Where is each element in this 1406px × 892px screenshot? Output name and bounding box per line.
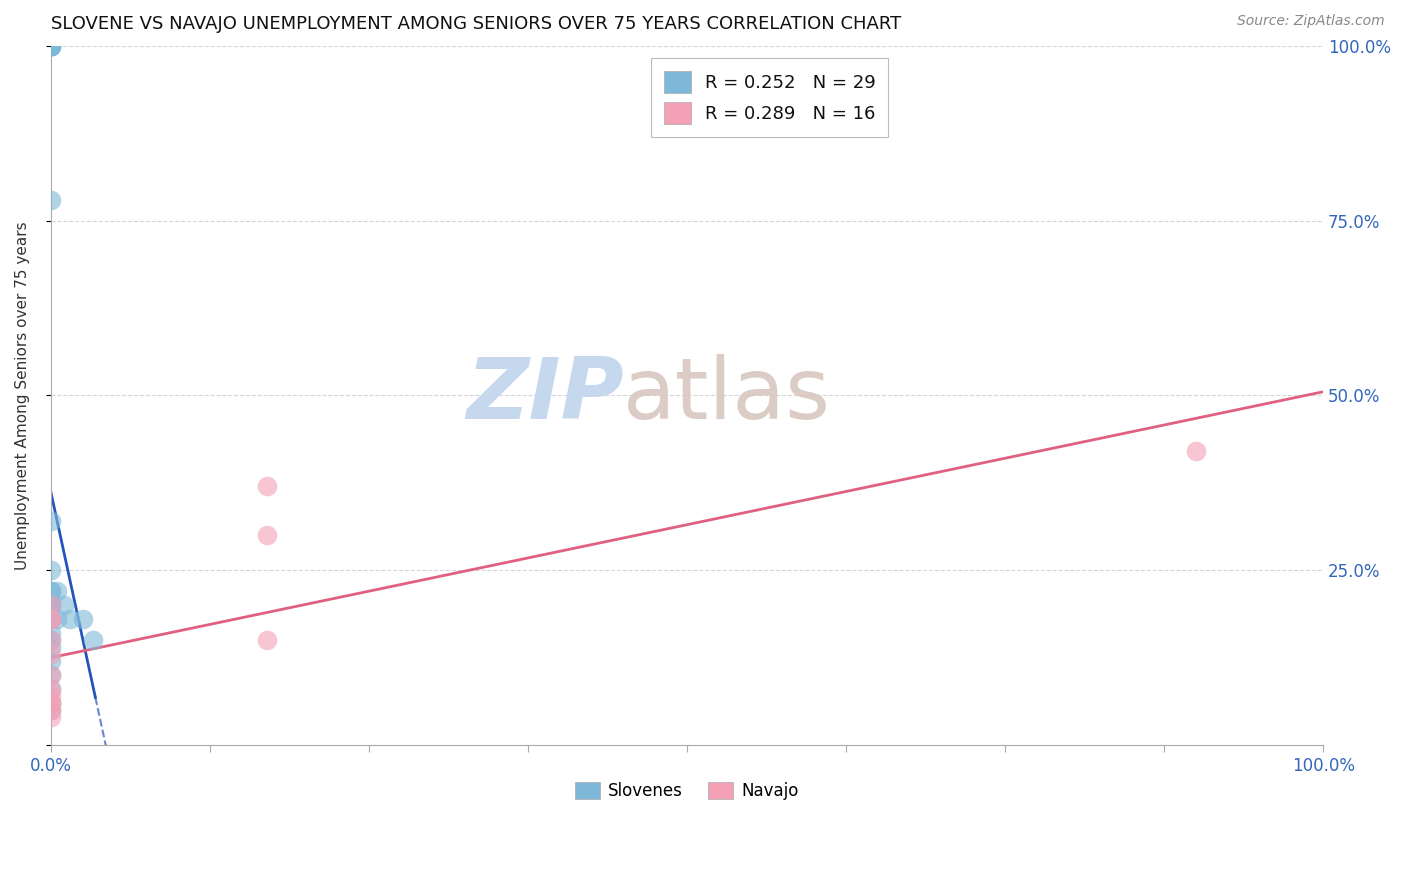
Point [39,584,62,599]
Point [39,633,62,648]
Point [72,612,94,626]
Point [256,528,278,542]
Point [39,648,62,662]
Text: Source: ZipAtlas.com: Source: ZipAtlas.com [1237,14,1385,28]
Point [39,599,62,613]
Point [39,515,62,529]
Y-axis label: Unemployment Among Seniors over 75 years: Unemployment Among Seniors over 75 years [15,221,30,570]
Point [59,612,82,626]
Point [39,612,62,626]
Point [39,38,62,53]
Point [39,38,62,53]
Point [39,612,62,626]
Point [39,703,62,717]
Point [82,633,104,648]
Point [39,599,62,613]
Point [39,38,62,53]
Point [52,599,75,613]
Point [39,563,62,577]
Point [256,633,278,648]
Point [46,584,69,599]
Point [39,690,62,704]
Point [39,668,62,682]
Point [39,626,62,640]
Point [39,682,62,697]
Point [39,640,62,655]
Point [39,696,62,710]
Point [39,193,62,207]
Point [39,38,62,53]
Point [39,703,62,717]
Legend: Slovenes, Navajo: Slovenes, Navajo [568,775,806,807]
Point [39,633,62,648]
Point [39,710,62,724]
Point [39,599,62,613]
Point [46,612,69,626]
Point [39,38,62,53]
Point [39,696,62,710]
Point [39,682,62,697]
Point [1185,444,1208,458]
Point [39,654,62,668]
Point [39,612,62,626]
Point [39,696,62,710]
Point [39,668,62,682]
Text: atlas: atlas [623,354,831,437]
Text: ZIP: ZIP [465,354,623,437]
Point [39,599,62,613]
Text: SLOVENE VS NAVAJO UNEMPLOYMENT AMONG SENIORS OVER 75 YEARS CORRELATION CHART: SLOVENE VS NAVAJO UNEMPLOYMENT AMONG SEN… [51,15,901,33]
Point [256,479,278,493]
Point [39,612,62,626]
Point [39,584,62,599]
